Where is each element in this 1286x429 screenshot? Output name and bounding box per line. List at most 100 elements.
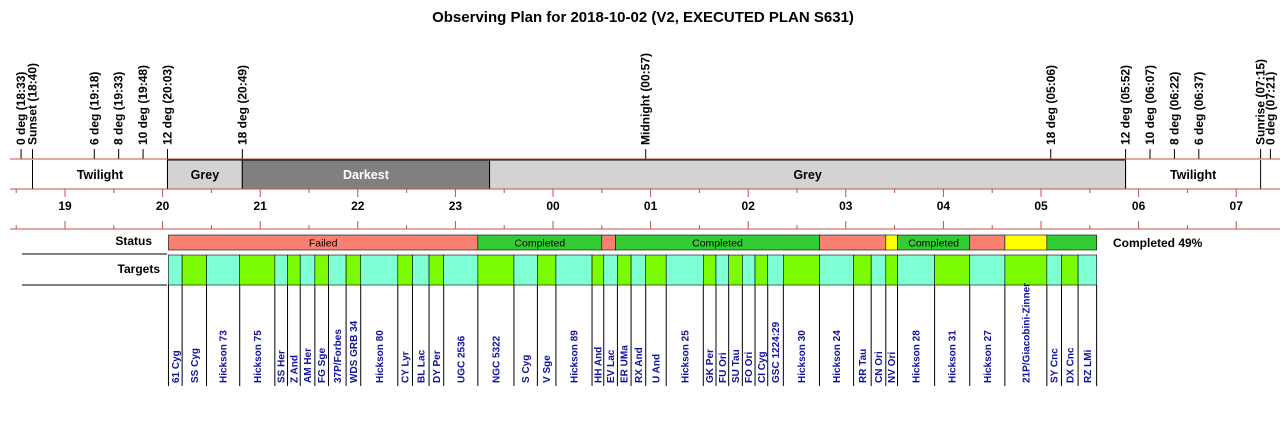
target-block — [168, 254, 183, 286]
target-block — [412, 254, 430, 286]
target-name: Hickson 80 — [375, 330, 386, 383]
target-block — [742, 254, 756, 286]
event-label: 18 deg (20:49) — [235, 65, 249, 145]
target-name: Hickson 75 — [253, 330, 264, 383]
target-block — [665, 254, 704, 286]
event-label: 8 deg (19:33) — [112, 72, 126, 145]
status-segment — [885, 234, 898, 251]
target-block — [591, 254, 605, 286]
target-block — [397, 254, 413, 286]
target-name: NV Ori — [887, 352, 898, 383]
target-block — [537, 254, 557, 286]
event-label: 0 deg (18:33) — [14, 72, 28, 145]
target-block — [870, 254, 887, 286]
target-block — [885, 254, 898, 286]
status-bar: Failed Completed Completed Completed — [168, 234, 1097, 251]
target-block — [513, 254, 538, 286]
target-name: Hickson 24 — [832, 330, 843, 383]
target-block — [360, 254, 399, 286]
target-block — [206, 254, 241, 286]
target-name: SU Tau — [731, 349, 742, 383]
status-segment-label: Completed — [908, 238, 959, 250]
hour-label: 07 — [1230, 199, 1244, 213]
target-block — [819, 254, 854, 286]
event-label: 12 deg (20:03) — [160, 65, 174, 145]
target-block — [934, 254, 971, 286]
target-name: Hickson 30 — [797, 330, 808, 383]
target-name: V Sge — [542, 355, 553, 383]
hour-label: 02 — [742, 199, 756, 213]
event-label: 6 deg (19:18) — [87, 72, 101, 145]
target-name: 37P/Forbes — [333, 329, 344, 383]
target-block — [703, 254, 717, 286]
phase-segment — [32, 160, 168, 189]
target-name: NGC 5322 — [491, 335, 502, 383]
target-name: FG Sge — [317, 348, 328, 383]
target-name: 61 Cyg — [171, 350, 182, 383]
hour-label: 20 — [156, 199, 170, 213]
target-block — [897, 254, 935, 286]
hour-label: 01 — [644, 199, 658, 213]
status-segment-label: Completed — [514, 238, 565, 250]
target-block — [314, 254, 329, 286]
target-block — [754, 254, 769, 286]
target-name: RR Tau — [858, 349, 869, 383]
target-block — [853, 254, 872, 286]
status-segment — [1004, 234, 1048, 251]
hour-label: 23 — [449, 199, 463, 213]
target-block — [428, 254, 444, 286]
event-label: 12 deg (05:52) — [1119, 65, 1133, 145]
target-block — [477, 254, 515, 286]
target-name: Hickson 25 — [680, 330, 691, 383]
target-name: CY Lyr — [401, 351, 412, 383]
event-label: 6 deg (06:37) — [1192, 72, 1206, 145]
target-name: RZ LMi — [1083, 349, 1094, 383]
target-name: GSC 1224:29 — [771, 321, 782, 383]
target-name: HH And — [593, 347, 604, 383]
target-name: Hickson 31 — [948, 330, 959, 383]
target-name: SS Her — [277, 350, 288, 383]
target-block — [274, 254, 288, 286]
target-name: Hickson 28 — [912, 330, 923, 383]
target-name: AM Her — [303, 348, 314, 383]
target-block — [645, 254, 667, 286]
target-block — [239, 254, 276, 286]
target-block — [345, 254, 362, 286]
event-label: 0 deg (07:21) — [1263, 72, 1277, 145]
target-name: CN Ori — [874, 351, 885, 383]
target-name: GK Per — [705, 349, 716, 383]
phase-segment — [1125, 160, 1261, 189]
hour-label: 03 — [839, 199, 853, 213]
target-block — [1046, 254, 1062, 286]
hour-label: 06 — [1132, 199, 1146, 213]
target-block — [630, 254, 647, 286]
event-markers: 0 deg (18:33)Sunset (18:40) 6 deg (19:18)… — [14, 53, 1277, 159]
chart-title: Observing Plan for 2018-10-02 (V2, EXECU… — [432, 9, 854, 26]
hour-label: 05 — [1034, 199, 1048, 213]
event-label: 10 deg (19:48) — [136, 65, 150, 145]
target-name: FO Ori — [744, 352, 755, 383]
target-name: SS Cyg — [190, 348, 201, 383]
target-block — [617, 254, 632, 286]
phase-label: Twilight — [1170, 168, 1217, 182]
target-block — [299, 254, 316, 286]
hour-label: 00 — [546, 199, 560, 213]
target-block — [443, 254, 479, 286]
sky-phase-band: Twilight Grey Darkest Grey Twilight — [10, 159, 1280, 190]
event-label: 18 deg (05:06) — [1044, 65, 1058, 145]
event-label: Sunset (18:40) — [25, 63, 39, 145]
target-name: Hickson 27 — [983, 330, 994, 383]
target-name: FU Ori — [718, 352, 729, 383]
phase-label: Grey — [793, 168, 822, 182]
target-name: Hickson 89 — [569, 330, 580, 383]
phase-segment — [489, 159, 1127, 190]
target-block — [1004, 254, 1048, 286]
target-name: ER UMa — [620, 345, 631, 383]
hour-label: 22 — [351, 199, 365, 213]
phase-label: Grey — [191, 168, 220, 182]
target-block — [715, 254, 729, 286]
target-name: U And — [651, 354, 662, 383]
target-name: 21P/Giacobini-Zinner — [1021, 283, 1032, 383]
target-name: SY Cnc — [1050, 348, 1061, 383]
